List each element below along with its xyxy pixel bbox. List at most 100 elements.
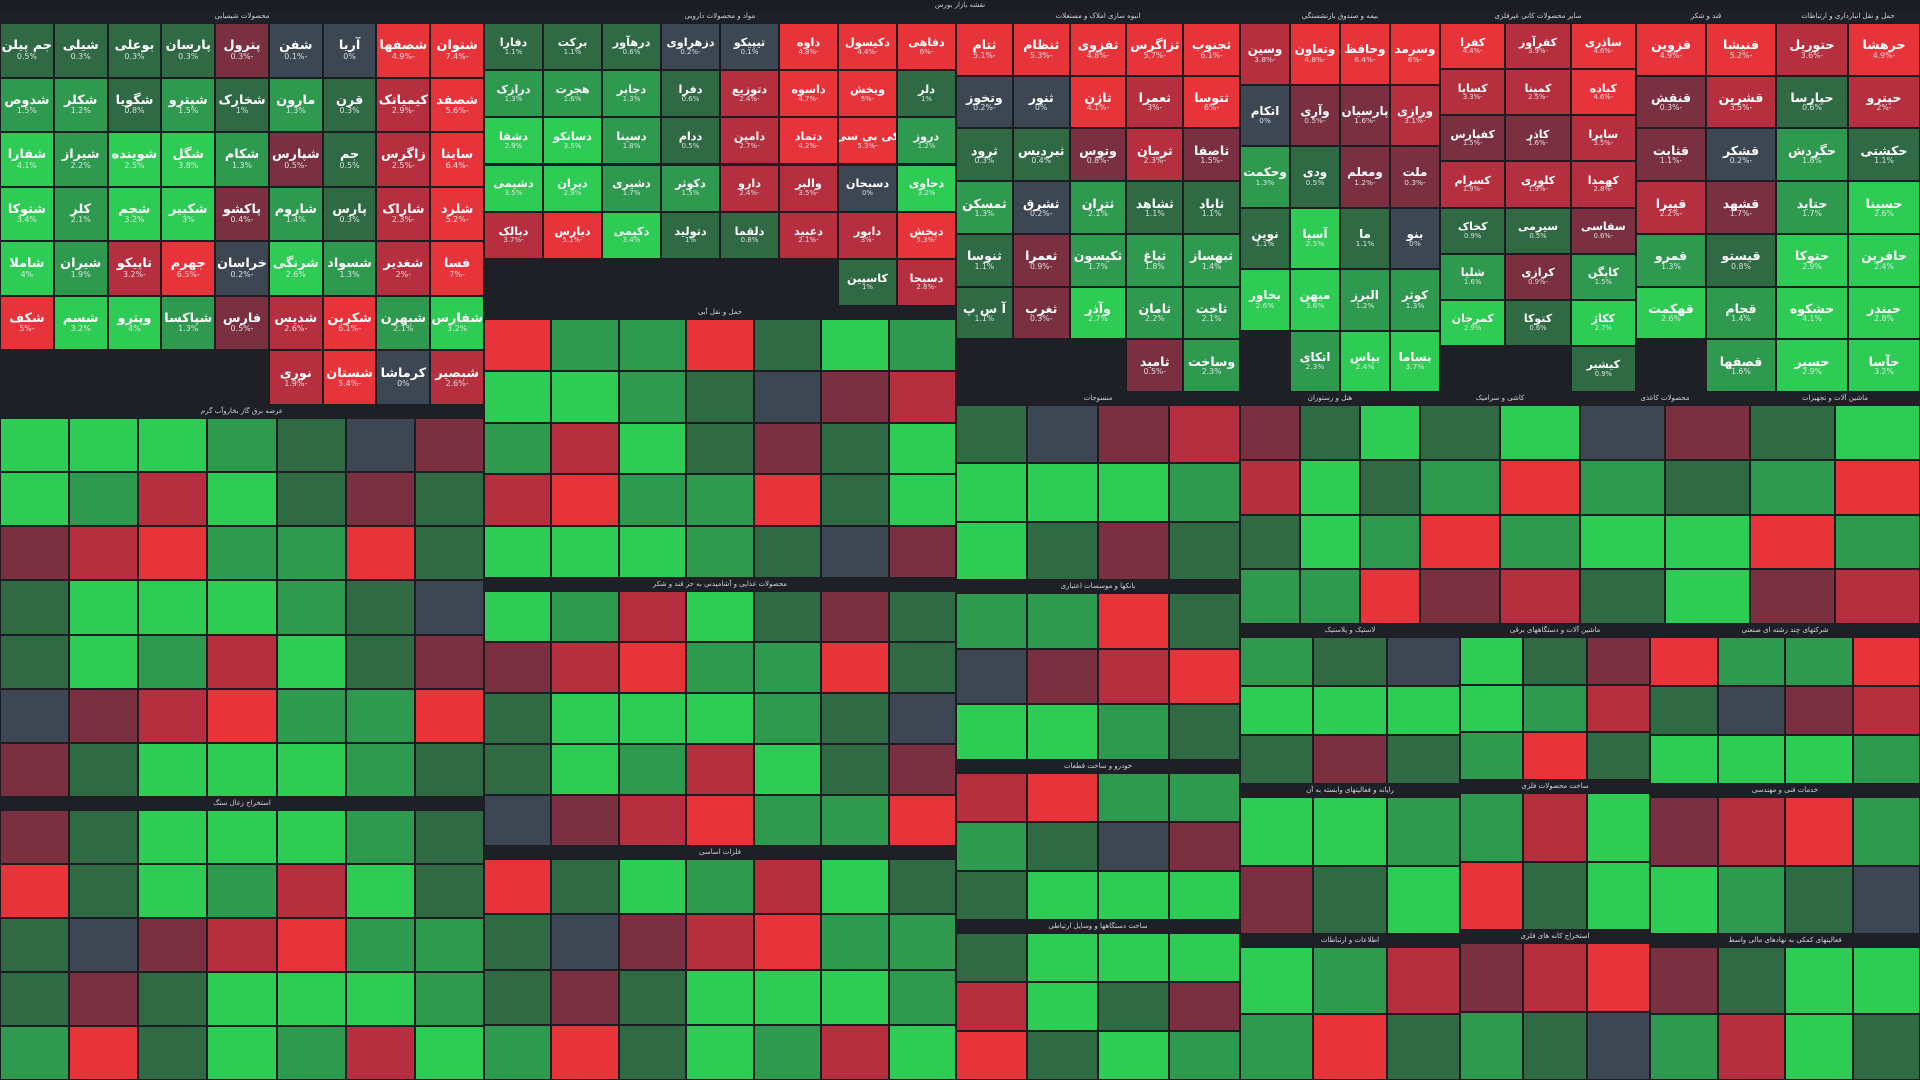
stock-tile[interactable]: دتولید 1%	[661, 211, 720, 259]
stock-tile[interactable]: وحافظ -6.4%	[1340, 23, 1390, 85]
stock-tile[interactable]: شیلی 0.3%	[53, 23, 108, 78]
stock-tile[interactable]: شکربن -6.1%	[322, 295, 377, 351]
stock-tile[interactable]	[1098, 982, 1169, 1031]
stock-tile[interactable]	[1650, 686, 1718, 735]
stock-tile[interactable]: شصفها -4.9%	[376, 23, 431, 78]
stock-tile[interactable]	[276, 742, 346, 797]
stock-tile[interactable]: حتوریل -3.6%	[1776, 23, 1848, 76]
stock-tile[interactable]	[414, 526, 484, 581]
stock-tile[interactable]: جم 0.5%	[322, 132, 377, 187]
stock-tile[interactable]: کهمدا -2.8%	[1570, 161, 1636, 208]
stock-tile[interactable]	[138, 526, 208, 581]
stock-tile[interactable]: داوه -4.8%	[779, 23, 838, 71]
stock-tile[interactable]	[1717, 865, 1785, 934]
stock-tile[interactable]	[821, 526, 889, 578]
stock-tile[interactable]	[686, 526, 754, 578]
stock-tile[interactable]	[1169, 933, 1240, 982]
stock-tile[interactable]	[484, 914, 552, 970]
stock-tile[interactable]: میهن 3.6%	[1290, 269, 1340, 331]
stock-tile[interactable]	[686, 969, 754, 1025]
stock-tile[interactable]	[956, 1031, 1027, 1080]
stock-tile[interactable]	[484, 370, 552, 423]
stock-tile[interactable]: وتخوز -0.2%	[956, 75, 1013, 129]
stock-tile[interactable]	[345, 810, 415, 864]
stock-tile[interactable]	[1420, 514, 1500, 570]
stock-tile[interactable]	[1240, 514, 1300, 570]
stock-tile[interactable]	[1665, 459, 1750, 515]
stock-tile[interactable]: ثاباد 1.1%	[1183, 181, 1240, 234]
stock-tile[interactable]: وتعاون -4.8%	[1290, 23, 1340, 85]
stock-tile[interactable]	[1240, 797, 1314, 866]
stock-tile[interactable]	[0, 918, 70, 972]
stock-tile[interactable]	[138, 742, 208, 797]
stock-tile[interactable]: حسینا 2.6%	[1848, 181, 1920, 234]
stock-tile[interactable]	[0, 810, 70, 864]
stock-tile[interactable]	[1027, 822, 1098, 871]
stock-tile[interactable]	[753, 969, 822, 1025]
stock-tile[interactable]: وتوس -0.8%	[1069, 128, 1127, 182]
stock-tile[interactable]: ثنوسا 1.1%	[956, 233, 1013, 287]
stock-tile[interactable]	[1240, 686, 1314, 735]
stock-tile[interactable]	[753, 693, 822, 744]
stock-tile[interactable]: بساما 3.7%	[1390, 330, 1440, 392]
stock-tile[interactable]	[1785, 1013, 1853, 1080]
stock-tile[interactable]: شیران 1.9%	[53, 241, 108, 296]
stock-tile[interactable]	[1460, 1011, 1524, 1080]
stock-tile[interactable]	[69, 742, 139, 797]
stock-tile[interactable]: شاملا 4%	[0, 241, 54, 296]
stock-tile[interactable]: دشیمی 3.5%	[484, 164, 543, 212]
stock-tile[interactable]: کلر 2.1%	[53, 186, 108, 242]
stock-tile[interactable]	[888, 526, 956, 578]
stock-tile[interactable]	[484, 642, 552, 693]
stock-tile[interactable]	[1420, 405, 1500, 460]
stock-tile[interactable]: کفرا -4.4%	[1440, 23, 1506, 70]
stock-tile[interactable]	[1098, 463, 1169, 522]
stock-tile[interactable]	[138, 1026, 208, 1080]
stock-tile[interactable]	[551, 795, 619, 846]
stock-tile[interactable]	[1523, 861, 1587, 930]
stock-tile[interactable]: شپارس -0.5%	[268, 132, 323, 187]
stock-tile[interactable]: دلر 1%	[897, 70, 956, 118]
stock-tile[interactable]: شپاکسا 1.3%	[161, 295, 216, 351]
stock-tile[interactable]: ثتران 2.1%	[1069, 181, 1127, 234]
stock-tile[interactable]	[1098, 521, 1169, 580]
stock-tile[interactable]	[1240, 405, 1300, 460]
stock-tile[interactable]	[1852, 865, 1920, 934]
stock-tile[interactable]	[1386, 1013, 1460, 1080]
stock-tile[interactable]: کخاک 0.9%	[1440, 207, 1506, 254]
stock-tile[interactable]	[821, 744, 889, 795]
stock-tile[interactable]	[1240, 735, 1314, 784]
stock-tile[interactable]	[1650, 797, 1718, 866]
stock-tile[interactable]	[551, 744, 619, 795]
stock-tile[interactable]	[1098, 593, 1169, 649]
stock-tile[interactable]: ثکیسون 1.7%	[1069, 233, 1127, 287]
stock-tile[interactable]	[1580, 569, 1665, 624]
stock-tile[interactable]	[1785, 735, 1853, 784]
stock-tile[interactable]	[345, 742, 415, 797]
stock-tile[interactable]: ثتام -5.1%	[956, 23, 1013, 76]
stock-tile[interactable]: ثشرق -0.2%	[1012, 181, 1070, 234]
stock-tile[interactable]	[345, 526, 415, 581]
stock-tile[interactable]: شاروم 1.4%	[268, 186, 323, 242]
stock-tile[interactable]	[276, 526, 346, 581]
stock-tile[interactable]	[686, 795, 754, 846]
stock-tile[interactable]	[1785, 797, 1853, 866]
stock-tile[interactable]	[686, 693, 754, 744]
stock-tile[interactable]	[1852, 797, 1920, 866]
stock-tile[interactable]	[618, 526, 687, 578]
stock-tile[interactable]	[138, 972, 208, 1026]
stock-tile[interactable]	[1313, 947, 1387, 1014]
stock-tile[interactable]: پاکشو -0.4%	[215, 186, 269, 242]
stock-tile[interactable]: دبالک -3.7%	[484, 211, 543, 259]
stock-tile[interactable]	[1386, 947, 1460, 1014]
stock-tile[interactable]	[1750, 569, 1835, 624]
stock-tile[interactable]	[0, 418, 70, 473]
stock-tile[interactable]	[1386, 637, 1460, 686]
stock-tile[interactable]: دسینا 1.8%	[602, 117, 661, 165]
stock-tile[interactable]: قپیرا -2.2%	[1636, 181, 1706, 234]
stock-tile[interactable]: حبندر 2.8%	[1848, 286, 1920, 340]
stock-tile[interactable]: دفارا 1.1%	[484, 23, 543, 71]
stock-tile[interactable]: کاذر -1.6%	[1505, 115, 1571, 162]
stock-tile[interactable]: نوین 1.1%	[1240, 207, 1290, 269]
stock-tile[interactable]: کرازی -0.9%	[1505, 253, 1571, 300]
